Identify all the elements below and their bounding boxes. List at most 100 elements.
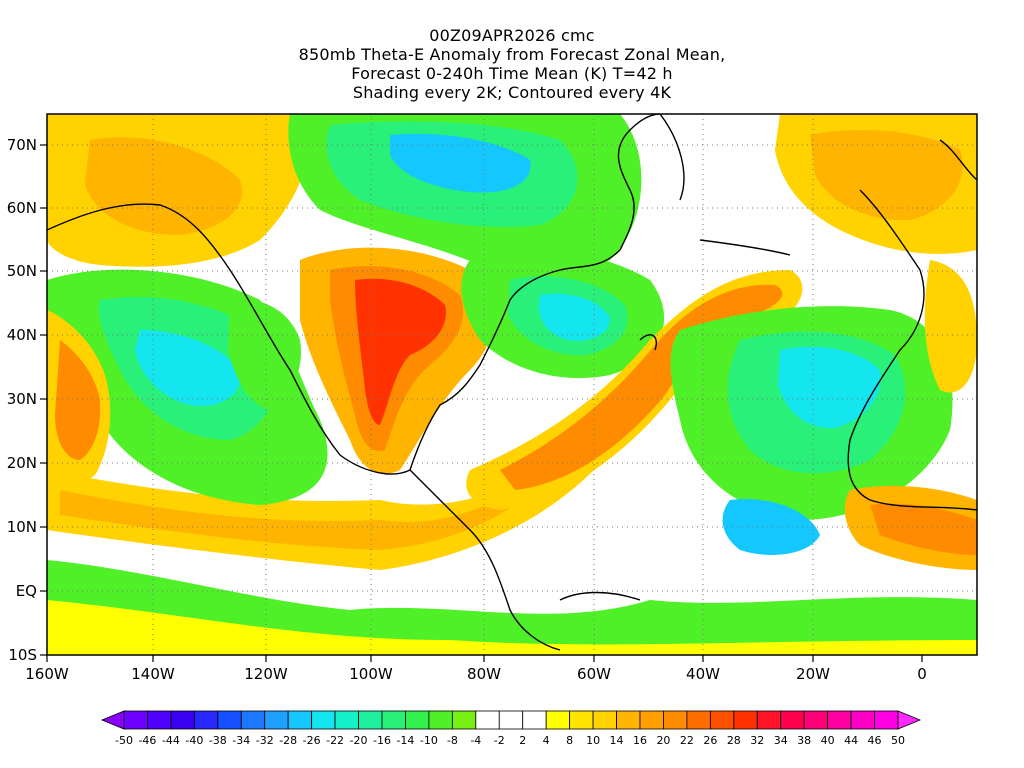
colorbar-swatch — [405, 710, 430, 730]
graticule — [47, 114, 977, 655]
colorbar-swatch — [240, 710, 266, 730]
x-tick-label: 80W — [467, 665, 501, 683]
colorbar-label: 26 — [703, 734, 717, 747]
colorbar-swatch — [217, 710, 242, 730]
colorbar-label: 16 — [633, 734, 647, 747]
coastlines — [47, 114, 977, 651]
colorbar-swatch — [592, 710, 617, 730]
y-tick-label: 70N — [7, 136, 37, 154]
y-tick-label: 50N — [7, 262, 37, 280]
axis-ticks — [40, 144, 923, 662]
y-tick-label: 30N — [7, 390, 37, 408]
colorbar-label: -34 — [232, 734, 250, 747]
colorbar-label: 22 — [680, 734, 694, 747]
title-line-1: 00Z09APR2026 cmc — [429, 26, 595, 45]
colorbar-swatch — [686, 710, 711, 730]
colorbar-label: 46 — [868, 734, 882, 747]
colorbar-label: -22 — [326, 734, 344, 747]
colorbar-swatch — [451, 710, 477, 730]
colorbar-label: -40 — [185, 734, 203, 747]
colorbar-swatch — [709, 710, 735, 730]
colorbar-label: 38 — [797, 734, 811, 747]
x-tick-label: 40W — [686, 665, 720, 683]
colorbar-swatch — [756, 710, 782, 730]
colorbar-swatch — [123, 710, 148, 730]
colorbar-label: 2 — [519, 734, 526, 747]
colorbar-label: 4 — [543, 734, 550, 747]
colorbar-label: -46 — [138, 734, 156, 747]
colorbar-swatch — [733, 710, 758, 730]
colorbar-label: -2 — [494, 734, 505, 747]
x-tick-label: 100W — [349, 665, 393, 683]
colorbar: -50 -46 -44 -40 -38 -34 -32 -28 -26 -22 -20 -16 -14-… — [100, 710, 922, 747]
colorbar-arrow-high — [897, 710, 922, 730]
colorbar-label: 10 — [586, 734, 600, 747]
colorbar-swatch — [381, 710, 406, 730]
x-tick-label: 20W — [796, 665, 830, 683]
x-tick-label: 120W — [244, 665, 288, 683]
title-block: 00Z09APR2026 cmc 850mb Theta-E Anomaly f… — [0, 26, 1024, 102]
anomaly-field — [47, 114, 977, 655]
colorbar-label: -28 — [279, 734, 297, 747]
colorbar-label: -8 — [447, 734, 458, 747]
colorbar-swatch — [147, 710, 172, 730]
colorbar-swatch — [170, 710, 195, 730]
colorbar-label: -4 — [470, 734, 481, 747]
title-line-3: Forecast 0-240h Time Mean (K) T=42 h — [351, 64, 673, 83]
x-tick-label: 0 — [917, 665, 927, 683]
colorbar-swatch — [874, 710, 899, 730]
colorbar-label: -10 — [420, 734, 438, 747]
colorbar-swatch — [545, 710, 571, 730]
y-tick-label: 60N — [7, 199, 37, 217]
colorbar-swatch — [475, 710, 500, 730]
colorbar-swatch — [193, 710, 219, 730]
colorbar-arrow-low — [100, 710, 125, 730]
colorbar-swatch — [850, 710, 875, 730]
colorbar-swatch — [428, 710, 453, 730]
colorbar-swatch — [827, 710, 852, 730]
colorbar-swatch — [522, 710, 547, 730]
colorbar-swatch — [663, 710, 688, 730]
colorbar-swatch — [803, 710, 829, 730]
colorbar-swatch — [639, 710, 664, 730]
x-axis-labels: 160W 140W 120W 100W 80W 60W 40W 20W 0 — [25, 665, 927, 683]
colorbar-label: 44 — [844, 734, 858, 747]
colorbar-swatch — [498, 710, 524, 730]
y-tick-label: EQ — [16, 582, 37, 600]
colorbar-swatch — [616, 710, 641, 730]
colorbar-swatch — [780, 710, 805, 730]
x-tick-label: 160W — [25, 665, 69, 683]
x-tick-label: 140W — [131, 665, 175, 683]
colorbar-label: 28 — [727, 734, 741, 747]
y-axis-labels: 70N 60N 50N 40N 30N 20N 10N EQ 10S — [7, 136, 37, 664]
y-tick-label: 20N — [7, 454, 37, 472]
colorbar-swatch — [334, 710, 359, 730]
y-tick-label: 10N — [7, 518, 37, 536]
colorbar-label: 34 — [774, 734, 788, 747]
colorbar-swatch — [358, 710, 383, 730]
colorbar-label: 40 — [821, 734, 835, 747]
colorbar-swatch — [287, 710, 313, 730]
x-tick-label: 60W — [577, 665, 611, 683]
colorbar-label: 14 — [610, 734, 624, 747]
map-frame — [46, 113, 978, 656]
colorbar-swatch — [569, 710, 594, 730]
colorbar-label: -16 — [373, 734, 391, 747]
colorbar-label: -32 — [256, 734, 274, 747]
colorbar-label: -44 — [162, 734, 180, 747]
colorbar-label: 32 — [750, 734, 764, 747]
colorbar-label: -20 — [350, 734, 368, 747]
colorbar-label: -26 — [303, 734, 321, 747]
colorbar-swatch — [311, 710, 336, 730]
title-line-4: Shading every 2K; Contoured every 4K — [352, 83, 672, 102]
colorbar-label: 20 — [656, 734, 670, 747]
title-line-2: 850mb Theta-E Anomaly from Forecast Zona… — [298, 45, 726, 64]
colorbar-label: -14 — [396, 734, 414, 747]
colorbar-label: 50 — [891, 734, 905, 747]
colorbar-label: -38 — [209, 734, 227, 747]
y-tick-label: 10S — [8, 646, 37, 664]
colorbar-label: -50 — [115, 734, 133, 747]
colorbar-label: 8 — [566, 734, 573, 747]
y-tick-label: 40N — [7, 326, 37, 344]
